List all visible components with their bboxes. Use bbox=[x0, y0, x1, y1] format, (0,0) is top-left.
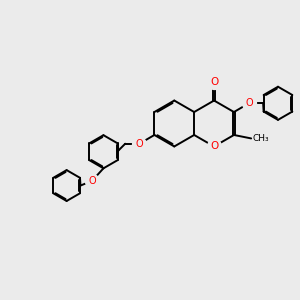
Text: O: O bbox=[245, 98, 253, 108]
Text: O: O bbox=[210, 77, 218, 87]
Text: O: O bbox=[210, 142, 218, 152]
Text: CH₃: CH₃ bbox=[253, 134, 269, 143]
Text: O: O bbox=[88, 176, 96, 186]
Text: O: O bbox=[136, 139, 143, 149]
